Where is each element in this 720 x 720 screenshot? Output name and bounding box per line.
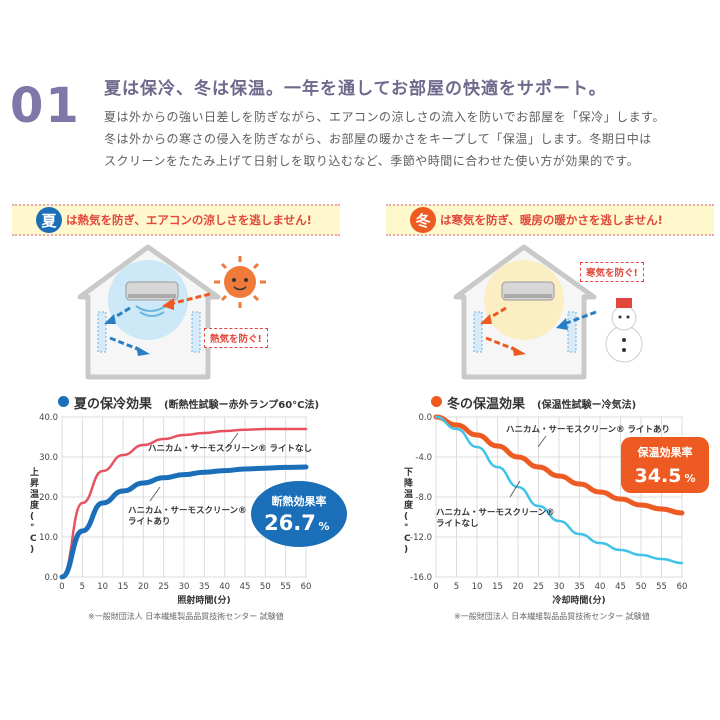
summer-rate-badge: 断熱効果率 26.7 % <box>251 481 347 547</box>
winter-badge: 冬 <box>410 207 436 233</box>
body-line-3: スクリーンをたたみ上げて日射しを取り込むなど、季節や時間に合わせた使い方が効果的… <box>104 154 640 168</box>
winter-series-label-1: ハニカム・サーモスクリーン® ライトあり <box>506 424 670 435</box>
winter-x-tick-label: 10 <box>472 582 483 592</box>
winter-series-label-2: ライトなし <box>436 519 479 529</box>
winter-chart-dot <box>431 396 442 407</box>
summer-tag: 熱気を防ぐ! <box>204 328 268 348</box>
summer-badge: 夏 <box>36 207 62 233</box>
winter-chart-method: (保温性試験ー冷気法) <box>537 400 637 411</box>
summer-y-axis-label: 上昇温度(° C) <box>30 466 40 555</box>
summer-x-tick-label: 25 <box>158 582 169 592</box>
summer-x-axis-label: 照射時間(分) <box>177 594 230 606</box>
winter-x-tick-label: 5 <box>454 582 459 592</box>
winter-rate-badge: 保温効果率 34.5 % <box>621 437 709 493</box>
summer-leader-line <box>149 486 161 502</box>
winter-x-tick-label: 50 <box>636 582 647 592</box>
winter-x-tick-label: 25 <box>533 582 544 592</box>
winter-x-axis-label: 冷却時間(分) <box>552 594 605 606</box>
summer-house-illustration <box>77 244 266 380</box>
summer-chart-dot <box>58 396 69 407</box>
summer-x-tick-label: 45 <box>240 582 251 592</box>
winter-y-tick-label: -8.0 <box>415 493 432 503</box>
summer-series-label-1: ハニカム・サーモスクリーン® ライトなし <box>148 443 312 454</box>
summer-series-label-2: ハニカム・サーモスクリーン® <box>128 505 247 516</box>
summer-banner <box>12 204 340 236</box>
body-line-2: 冬は外からの寒さの侵入を防ぎながら、お部屋の暖かさをキープして「保温」します。冬… <box>104 132 652 146</box>
winter-x-tick-label: 60 <box>677 582 688 592</box>
summer-note: ※一般財団法人 日本繊維製品品質技術センター 試験値 <box>88 612 284 621</box>
summer-x-tick-label: 15 <box>118 582 129 592</box>
winter-y-tick-label: -16.0 <box>410 573 432 583</box>
winter-chart-title: 冬の保温効果 <box>447 397 526 412</box>
summer-series-line-1 <box>60 427 308 579</box>
section-number-text: 01 <box>10 78 81 134</box>
winter-rate-value: 34.5 <box>635 465 682 487</box>
winter-x-tick-label: 35 <box>574 582 585 592</box>
summer-chart-title: 夏の保冷効果 <box>74 397 153 412</box>
winter-note: ※一般財団法人 日本繊維製品品質技術センター 試験値 <box>454 612 650 621</box>
summer-chart-method: (断熱性試験ー赤外ランプ60°C法) <box>164 400 320 411</box>
winter-series-label-2: ハニカム・サーモスクリーン® <box>436 507 555 518</box>
summer-y-tick-label: 40.0 <box>39 413 58 423</box>
body-line-1: 夏は外からの強い日差しを防ぎながら、エアコンの涼しさの流入を防いでお部屋を「保冷… <box>104 110 665 124</box>
winter-series-line-2 <box>434 415 684 565</box>
summer-rate-unit: % <box>318 520 329 533</box>
winter-x-tick-label: 15 <box>492 582 503 592</box>
summer-x-tick-label: 55 <box>280 582 291 592</box>
summer-rate-value: 26.7 <box>264 511 316 535</box>
winter-x-tick-label: 55 <box>656 582 667 592</box>
summer-x-tick-label: 35 <box>199 582 210 592</box>
winter-x-tick-label: 30 <box>554 582 565 592</box>
winter-leader-line <box>509 480 521 498</box>
page-headline: 夏は保冷、冬は保温。一年を通してお部屋の快適をサポート。 <box>104 79 607 99</box>
winter-banner <box>386 204 714 236</box>
summer-leader-line <box>227 432 239 448</box>
summer-rate-label: 断熱効果率 <box>272 494 327 508</box>
winter-y-tick-label: 0.0 <box>418 413 432 423</box>
winter-leader-line <box>537 435 547 448</box>
summer-banner-text: は熱気を防ぎ、エアコンの涼しさを逃しません! <box>66 213 312 227</box>
summer-x-tick-label: 50 <box>260 582 271 592</box>
sun-icon <box>214 256 266 308</box>
winter-x-tick-label: 0 <box>433 582 438 592</box>
summer-series-line-2 <box>59 464 309 580</box>
summer-y-tick-label: 20.0 <box>39 493 58 503</box>
summer-x-tick-label: 20 <box>138 582 149 592</box>
section-number: 01 <box>10 78 81 134</box>
summer-y-tick-label: 0.0 <box>44 573 58 583</box>
summer-series-label-2: ライトあり <box>128 517 171 527</box>
winter-x-tick-label: 45 <box>615 582 626 592</box>
summer-x-tick-label: 30 <box>179 582 190 592</box>
winter-x-tick-label: 40 <box>595 582 606 592</box>
winter-series-line-1 <box>433 414 685 516</box>
winter-x-tick-label: 20 <box>513 582 524 592</box>
summer-y-tick-label: 10.0 <box>39 533 58 543</box>
summer-x-tick-label: 5 <box>80 582 85 592</box>
winter-rate-label: 保温効果率 <box>637 445 693 459</box>
winter-banner-text: は寒気を防ぎ、暖房の暖かさを逃しません! <box>440 213 663 227</box>
snowman-icon <box>605 298 643 363</box>
winter-y-tick-label: -4.0 <box>415 453 432 463</box>
summer-x-tick-label: 40 <box>219 582 230 592</box>
summer-x-tick-label: 0 <box>59 582 64 592</box>
winter-y-tick-label: -12.0 <box>410 533 432 543</box>
winter-house-illustration <box>453 244 643 380</box>
summer-x-tick-label: 10 <box>97 582 108 592</box>
winter-rate-unit: % <box>684 472 695 485</box>
summer-y-tick-label: 30.0 <box>39 453 58 463</box>
summer-x-tick-label: 60 <box>301 582 312 592</box>
winter-tag: 寒気を防ぐ! <box>580 262 644 282</box>
winter-y-axis-label: 下降温度(° C) <box>404 467 414 555</box>
